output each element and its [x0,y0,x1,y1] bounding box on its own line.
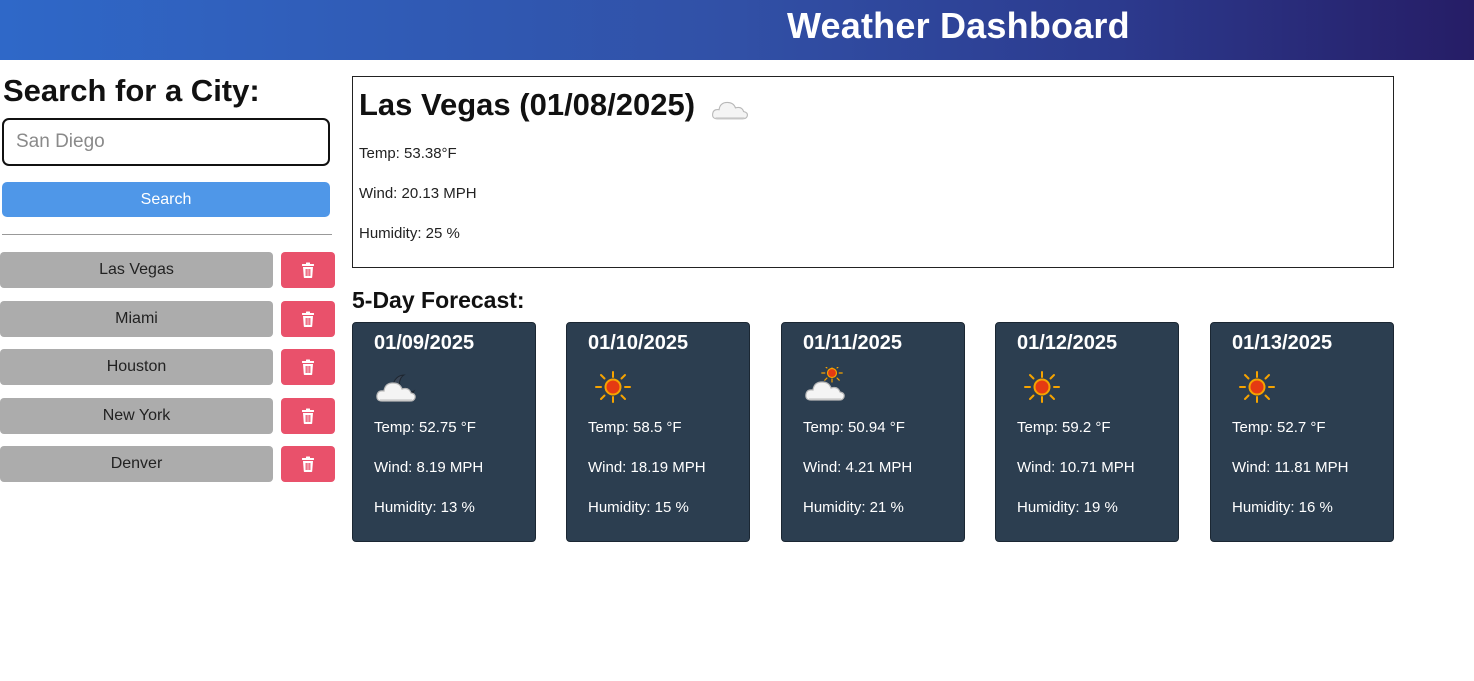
search-button[interactable]: Search [2,182,330,217]
forecast-card: 01/09/2025 Temp: 52.75 °F Wind: 8.19 MPH… [352,322,536,542]
sun-icon [1024,371,1060,403]
trash-icon [302,311,314,327]
history-item: Las Vegas [0,252,340,288]
delete-button[interactable] [281,446,335,482]
cloud-icon [711,101,748,120]
forecast-date: 01/11/2025 [803,332,902,354]
history-city-button[interactable]: New York [0,398,273,434]
forecast-wind: Wind: 8.19 MPH [374,459,484,476]
forecast-temp: Temp: 52.75 °F [374,419,476,436]
history-city-button[interactable]: Miami [0,301,273,337]
delete-button[interactable] [281,301,335,337]
history-city-button[interactable]: Houston [0,349,273,385]
forecast-card: 01/11/2025 Temp: 50.94 °F Wind: 4.21 MPH… [781,322,965,542]
forecast-card: 01/12/2025 Temp: 59.2 °F Wind: 10.71 MPH… [995,322,1179,542]
forecast-card: 01/10/2025 Temp: 58.5 °F Wind: 18.19 MPH… [566,322,750,542]
forecast-temp: Temp: 59.2 °F [1017,419,1111,436]
history-city-button[interactable]: Denver [0,446,273,482]
app-title: Weather Dashboard [787,5,1130,46]
forecast-humidity: Humidity: 16 % [1232,499,1333,516]
forecast-temp: Temp: 58.5 °F [588,419,682,436]
app-header: Weather Dashboard [0,0,1474,60]
divider [2,234,332,235]
current-city-date: Las Vegas (01/08/2025) [359,87,696,122]
search-title: Search for a City: [3,73,260,108]
forecast-date: 01/12/2025 [1017,332,1118,354]
cloud-moon-icon [376,374,416,402]
current-weather-card: Las Vegas (01/08/2025) Temp: 53.38°F Win… [352,76,1394,268]
forecast-humidity: Humidity: 13 % [374,499,475,516]
forecast-humidity: Humidity: 15 % [588,499,689,516]
forecast-date: 01/13/2025 [1232,332,1333,354]
forecast-temp: Temp: 52.7 °F [1232,419,1326,436]
forecast-wind: Wind: 18.19 MPH [588,459,706,476]
forecast-wind: Wind: 11.81 MPH [1232,459,1349,476]
history-item: Miami [0,301,340,337]
forecast-humidity: Humidity: 21 % [803,499,904,516]
forecast-date: 01/10/2025 [588,332,689,354]
delete-button[interactable] [281,349,335,385]
delete-button[interactable] [281,252,335,288]
sidebar: Search for a City: Search Las Vegas Miam… [0,60,340,680]
current-wind: Wind: 20.13 MPH [359,185,477,202]
sun-icon [595,371,631,403]
forecast-wind: Wind: 10.71 MPH [1017,459,1135,476]
current-weather-heading: Las Vegas (01/08/2025) [359,87,750,123]
sun-icon [1239,371,1275,403]
forecast-date: 01/09/2025 [374,332,475,354]
trash-icon [302,359,314,375]
current-humidity: Humidity: 25 % [359,225,460,242]
history-item: Denver [0,446,340,482]
city-search-input[interactable] [2,118,330,166]
trash-icon [302,456,314,472]
cloud-sun-icon [805,367,845,401]
trash-icon [302,262,314,278]
forecast-temp: Temp: 50.94 °F [803,419,905,436]
history-item: New York [0,398,340,434]
history-city-button[interactable]: Las Vegas [0,252,273,288]
history-item: Houston [0,349,340,385]
forecast-title: 5-Day Forecast: [352,287,525,313]
trash-icon [302,408,314,424]
current-temp: Temp: 53.38°F [359,145,457,162]
delete-button[interactable] [281,398,335,434]
forecast-wind: Wind: 4.21 MPH [803,459,913,476]
forecast-card: 01/13/2025 Temp: 52.7 °F Wind: 11.81 MPH… [1210,322,1394,542]
forecast-humidity: Humidity: 19 % [1017,499,1118,516]
